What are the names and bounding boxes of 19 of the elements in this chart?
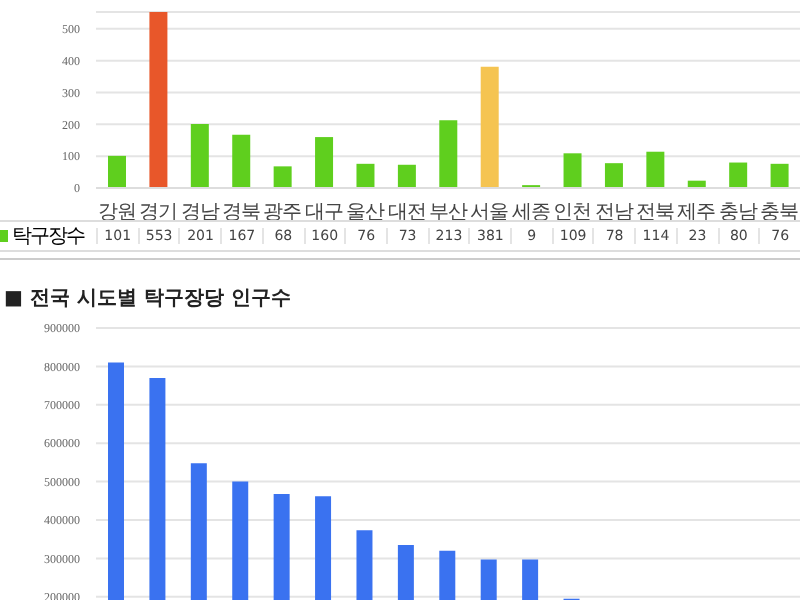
bar <box>273 166 292 188</box>
bar <box>480 66 499 188</box>
bar <box>604 163 623 188</box>
bar <box>149 12 168 188</box>
bar <box>397 164 416 188</box>
x-tick-label: 인천 <box>553 202 592 225</box>
bar <box>232 134 251 188</box>
bar <box>439 120 458 188</box>
bar <box>770 163 789 188</box>
bar <box>315 137 334 188</box>
x-tick-label: 울산 <box>346 202 386 225</box>
bar <box>190 124 209 188</box>
bar <box>108 155 126 188</box>
chart-title: ■ 전국 시도별 탁구장당 인구수 <box>2 286 293 314</box>
bar <box>729 162 748 188</box>
bar <box>563 153 582 188</box>
legend-label: 탁구장수 <box>12 224 84 250</box>
bar <box>646 151 665 188</box>
bar <box>356 163 375 188</box>
